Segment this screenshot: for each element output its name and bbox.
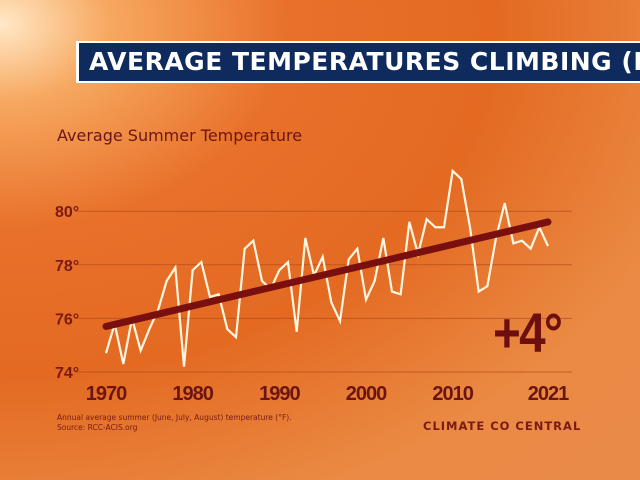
x-tick-label: 1980 — [172, 383, 213, 405]
trend-line — [102, 218, 552, 330]
change-annotation: +4° — [493, 301, 563, 364]
y-tick-label: 76° — [55, 311, 79, 328]
y-tick-label: 78° — [55, 258, 79, 275]
y-tick-label: 80° — [55, 204, 79, 221]
note-text: Annual average summer (June, July, Augus… — [57, 413, 292, 422]
footnote: Annual average summer (June, July, Augus… — [57, 413, 292, 433]
y-tick-label: 74° — [55, 365, 79, 382]
x-tick-label: 2021 — [528, 383, 569, 405]
brand-logo: CLIMATE CO CENTRAL — [423, 419, 582, 433]
title-bar: AVERAGE TEMPERATURES CLIMBING (R — [76, 41, 640, 83]
x-tick-label: 1970 — [86, 383, 127, 405]
page-title: AVERAGE TEMPERATURES CLIMBING (R — [89, 47, 640, 76]
x-tick-label: 2010 — [432, 383, 473, 405]
x-tick-label: 1990 — [259, 383, 300, 405]
x-tick-label: 2000 — [346, 383, 387, 405]
source-text: Source: RCC-ACIS.org — [57, 423, 138, 432]
temperature-line — [104, 168, 549, 367]
chart-title: Average Summer Temperature — [57, 126, 303, 145]
